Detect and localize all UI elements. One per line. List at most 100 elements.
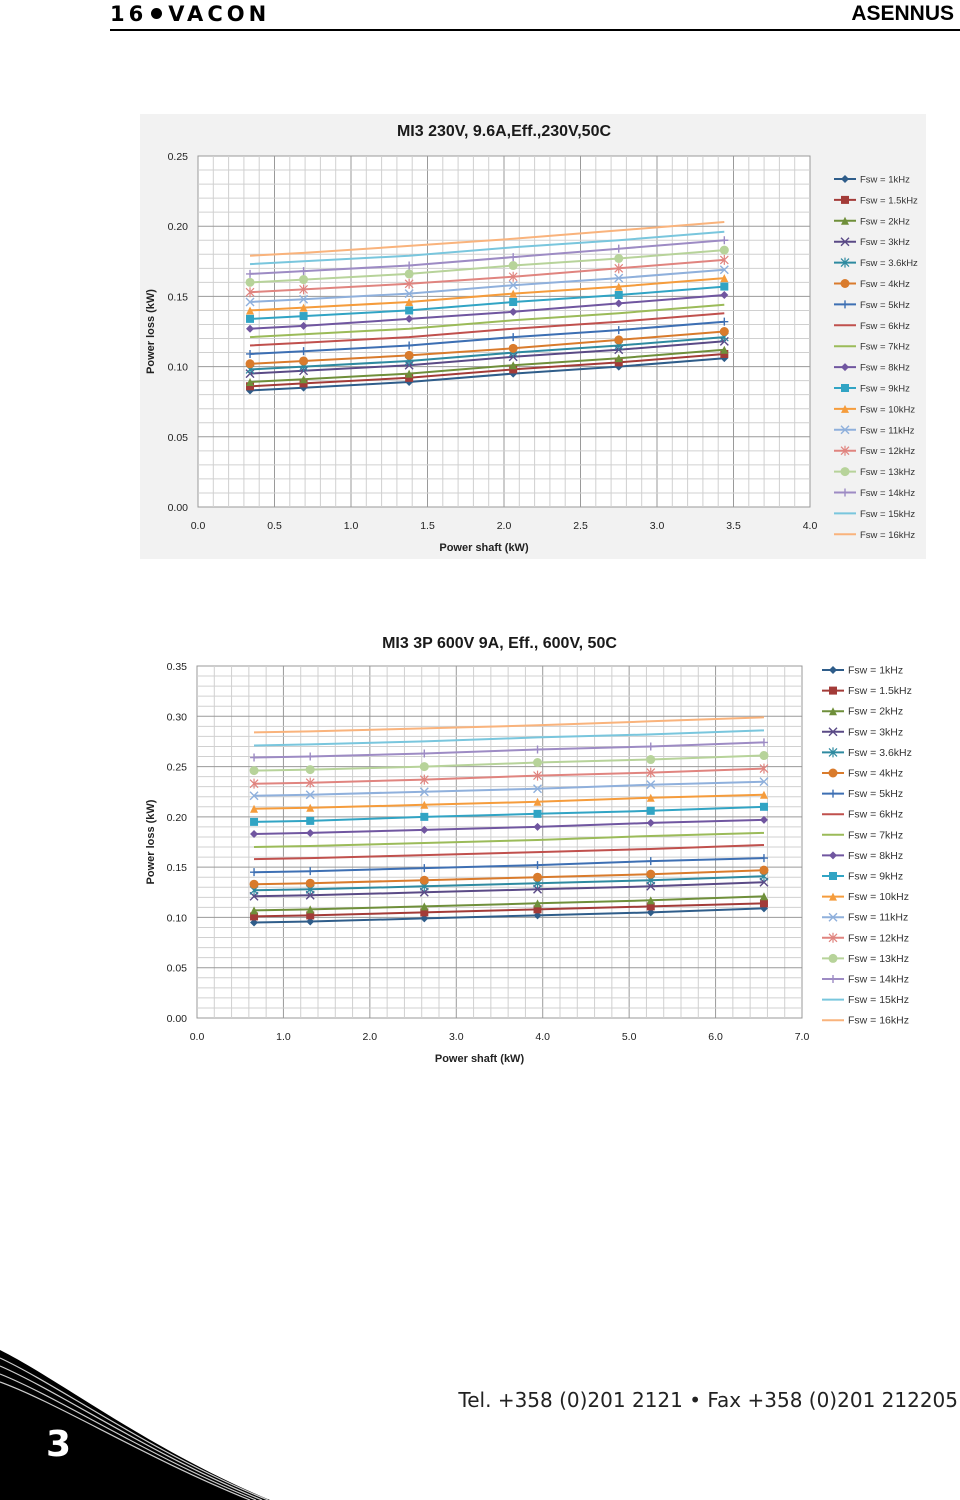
data-point [646,793,655,802]
data-point [646,857,655,866]
legend-entry: Fsw = 12kHz [822,932,909,944]
data-point [719,265,729,275]
series-2 [246,349,729,391]
chart-600v: MI3 3P 600V 9A, Eff., 600V, 50C 0.00 0.05 0… [145,635,912,1065]
data-point [306,828,315,837]
x-tick-label: 1.0 [276,1031,291,1043]
data-point [719,245,729,255]
data-point [614,273,624,283]
data-point [246,269,255,278]
data-point [646,896,655,905]
series-18 [249,221,725,257]
series-17 [249,230,725,266]
legend-label: Fsw = 1kHz [848,665,903,677]
data-point [246,349,255,358]
legend-entry: Fsw = 6kHz [834,321,910,332]
data-point [250,804,259,813]
data-point [306,752,315,761]
legend-marker [841,300,849,309]
legend-marker [829,707,837,716]
legend-label: Fsw = 13kHz [860,467,915,478]
legend-marker [841,175,849,183]
legend-entry: Fsw = 5kHz [834,300,910,311]
data-point [720,290,729,299]
legend-entry: Fsw = 4kHz [822,768,903,780]
legend-entry: Fsw = 6kHz [822,809,903,821]
data-point [759,777,769,787]
legend-label: Fsw = 11kHz [848,912,908,924]
legend-label: Fsw = 7kHz [860,342,910,353]
data-point [404,350,414,360]
x-tick-label: 2.0 [497,520,512,532]
legend-entry: Fsw = 14kHz [834,488,915,499]
series-line [249,357,725,392]
data-point [299,294,309,304]
data-point [305,790,315,800]
y-axis-label: Power loss (kW) [145,289,157,374]
legend-entry: Fsw = 8kHz [834,363,910,374]
series-6 [249,865,769,889]
series-line [249,285,725,320]
legend-entry: Fsw = 11kHz [822,912,908,924]
series-10 [250,815,768,838]
series-line [249,320,725,355]
chart-230v-panel: MI3 230V, 9.6A,Eff.,230V,50C 0.00 0.05 0.10… [140,114,926,559]
series-17 [253,729,765,747]
series-8 [249,312,725,347]
data-point [614,244,623,253]
data-point [249,879,259,889]
series-line [249,249,725,284]
data-point [509,253,518,262]
legend-marker [829,872,837,880]
legend-label: Fsw = 3.6kHz [848,747,912,759]
series-line [253,793,765,810]
data-point [533,905,542,914]
series-14 [249,763,769,789]
legend-label: Fsw = 11kHz [860,425,915,436]
data-point [759,738,768,747]
series-line [253,857,765,874]
data-point [306,911,315,920]
data-point [533,784,543,794]
data-point [246,382,255,391]
legend-label: Fsw = 8kHz [860,363,910,374]
data-point [614,263,624,274]
legend-entry: Fsw = 9kHz [822,871,903,883]
data-point [420,902,429,911]
data-point [405,261,414,270]
legend-marker [829,666,837,674]
legend-label: Fsw = 2kHz [860,216,910,227]
series-line [249,230,725,266]
data-point [250,912,259,921]
legend-marker [828,912,838,922]
brand-logo: VACON [168,2,271,26]
legend-marker [840,445,850,456]
legend-marker [840,237,850,247]
legend-label: Fsw = 5kHz [848,788,903,800]
data-point [533,770,542,781]
data-point [759,763,769,774]
legend-marker [828,932,838,943]
corner-stripes-graphic [0,1350,270,1500]
legend-entry: Fsw = 3.6kHz [822,747,912,759]
data-point [646,780,656,790]
legend-entry: Fsw = 16kHz [822,1015,909,1027]
data-point [646,755,656,765]
series-line [249,277,725,312]
data-point [759,751,769,761]
data-point [405,373,414,382]
legend-marker [828,953,838,963]
data-point [245,287,255,298]
series-line [249,336,725,371]
data-point [305,878,315,888]
legend-label: Fsw = 5kHz [860,300,910,311]
legend-marker [841,384,849,392]
data-point [533,797,542,806]
data-point [646,767,656,778]
legend-entry: Fsw = 5kHz [822,788,903,800]
legend-label: Fsw = 3kHz [860,237,910,248]
y-tick-label: 0.15 [168,291,189,303]
data-point [306,917,315,926]
x-tick-label: 0.5 [267,520,282,532]
x-tick-label: 3.0 [650,520,665,532]
